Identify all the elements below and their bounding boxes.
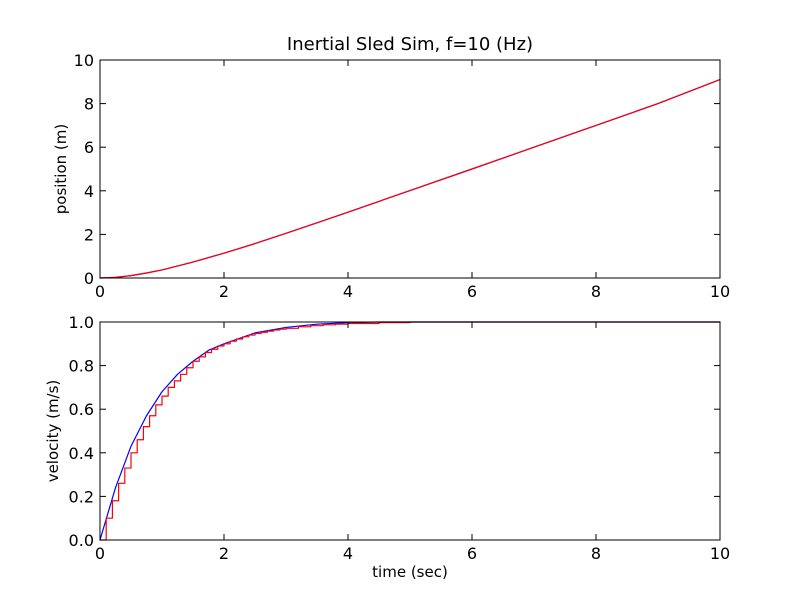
position-x-tick-label: 10 [710,282,730,301]
position-x-tick-label: 2 [219,282,229,301]
position-plot-frame [99,59,721,279]
velocity-subplot: velocity (m/s) time (sec) 0 2 4 6 8 100.00.20… [44,313,730,581]
velocity-y-tick-label: 1.0 [69,313,94,332]
position-x-tick-label: 8 [591,282,601,301]
position-y-tick-label: 10 [74,51,94,70]
velocity-x-tick-label: 4 [343,544,353,563]
x-axis-label: time (sec) [372,563,448,581]
velocity-y-tick-label: 0.8 [69,357,94,376]
position-subplot: Inertial Sled Sim, f=10 (Hz) position (m… [52,34,730,301]
position-series-red-line [99,79,721,279]
velocity-x-tick-label: 10 [710,544,730,563]
velocity-x-tick-label: 6 [467,544,477,563]
position-y-axis-label: position (m) [52,124,70,215]
position-y-tick-label: 6 [84,138,94,157]
position-y-tick-label: 8 [84,95,94,114]
velocity-y-tick-label: 0.2 [69,487,94,506]
velocity-series-red-line [99,321,721,541]
velocity-y-tick-label: 0.4 [69,444,94,463]
position-x-tick-label: 4 [343,282,353,301]
velocity-x-tick-label: 2 [219,544,229,563]
position-y-tick-label: 4 [84,182,94,201]
velocity-y-tick-label: 0.0 [69,531,94,550]
velocity-y-tick-label: 0.6 [69,400,94,419]
position-plot-area: 0 2 4 6 8 10 0 2 4 6 8 10 [74,51,731,301]
position-x-tick-label: 0 [95,282,105,301]
chart-title: Inertial Sled Sim, f=10 (Hz) [287,34,533,55]
velocity-x-tick-label: 0 [95,544,105,563]
position-y-tick-label: 0 [84,269,94,288]
velocity-plot-area: 0 2 4 6 8 10 0.0 0.2 0.4 0.6 0.8 1.0 [69,313,731,563]
position-y-tick-label: 2 [84,225,94,244]
position-x-tick-label: 6 [467,282,477,301]
velocity-plot-frame [99,321,721,541]
velocity-x-tick-label: 8 [591,544,601,563]
velocity-y-axis-label: velocity (m/s) [44,380,62,483]
